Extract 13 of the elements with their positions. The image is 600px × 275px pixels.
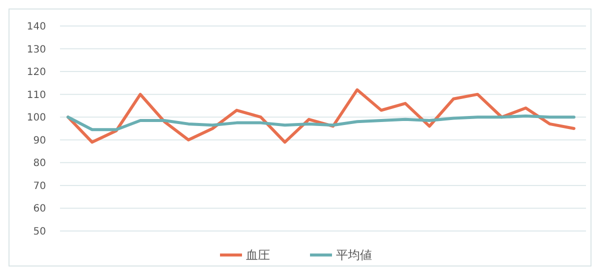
y-tick-label: 90 — [33, 135, 46, 146]
y-tick-label: 100 — [26, 112, 46, 124]
y-tick-label: 130 — [26, 44, 46, 56]
y-tick-label: 70 — [33, 180, 46, 192]
line-series — [66, 114, 576, 132]
legend-label: 血圧 — [246, 248, 270, 262]
y-tick-label: 110 — [26, 90, 46, 101]
y-tick-label: 140 — [26, 22, 46, 32]
y-tick-label: 50 — [33, 226, 46, 238]
y-tick-label: 80 — [33, 158, 46, 170]
y-tick-label: 60 — [33, 204, 46, 215]
legend-label: 平均値 — [336, 248, 372, 262]
y-tick-label: 120 — [26, 67, 46, 78]
